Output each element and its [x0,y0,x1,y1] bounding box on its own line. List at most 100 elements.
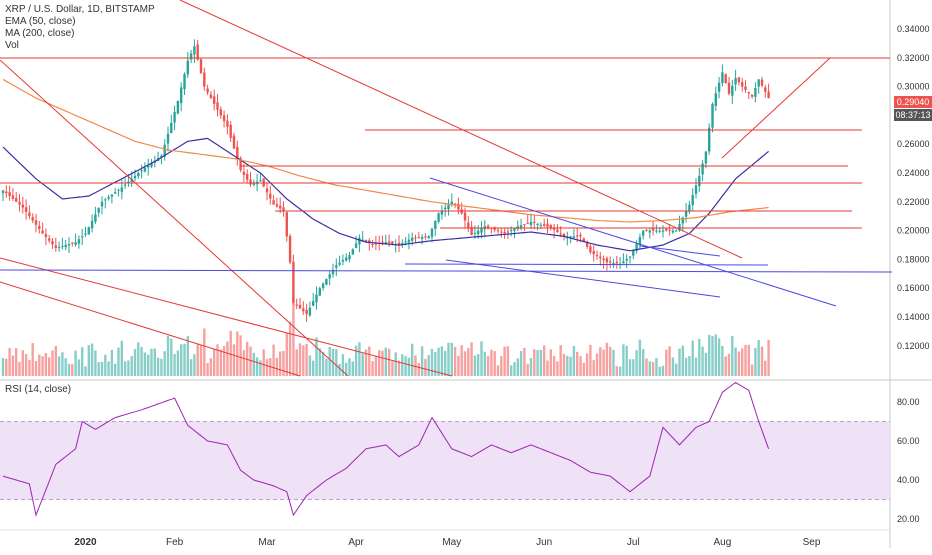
candle-body [513,228,516,231]
volume-bar [618,366,622,376]
countdown-badge: 08:37:13 [894,109,932,121]
vol-legend[interactable]: Vol [5,40,19,51]
price-tick-label: 0.30000 [897,82,930,92]
volume-bar [100,361,104,376]
volume-bar [467,348,470,376]
volume-bar [694,357,698,376]
candle-body [645,230,648,232]
candle-body [612,263,615,265]
candle-body [206,88,209,93]
month-label: 2020 [74,537,97,548]
candle-body [229,124,232,138]
volume-bar [348,358,351,376]
volume-bar [635,350,638,376]
month-label: Mar [258,537,276,548]
price-tick-label: 0.12000 [897,341,930,351]
candle-body [552,228,556,230]
symbol-title[interactable]: XRP / U.S. Dollar, 1D, BITSTAMP [5,4,155,15]
candle-body [28,212,31,217]
volume-bar [252,352,255,376]
volume-bar [562,353,566,376]
volume-bar [592,360,595,376]
ema-legend[interactable]: EMA (50, close) [5,16,76,27]
ma-legend[interactable]: MA (200, close) [5,28,75,39]
candle-body [417,236,420,238]
candle-body [41,230,44,234]
candle-body [84,233,87,235]
candle-body [404,241,407,243]
candle-body [371,243,374,245]
volume-bar [734,347,737,376]
candle-body [434,221,437,229]
candle-body [638,237,642,246]
candle-body [21,204,24,208]
candle-body [655,230,658,232]
candle-body [11,195,15,199]
candle-body [358,237,361,245]
volume-bar [94,350,97,376]
candle-body [222,115,226,122]
candle-body [351,249,354,255]
volume-bar [523,347,526,376]
candle-body [374,243,378,245]
candle-body [724,74,727,83]
candle-body [671,230,675,233]
candle-body [549,225,552,228]
drawn-trend-line [0,269,893,273]
volume-bar [622,344,625,376]
volume-bar [569,356,572,376]
volume-bar [199,344,203,376]
candle-body [186,60,189,75]
volume-bar [549,349,552,376]
candle-body [401,243,404,245]
volume-bar [453,346,457,376]
volume-bar [757,339,760,376]
volume-bar [658,366,661,376]
rsi-legend: RSI (14, close) [5,384,71,396]
volume-bar [156,357,160,376]
volume-bar [265,359,269,376]
candle-body [213,96,216,104]
volume-bar [615,366,618,376]
candle-body [74,242,77,245]
candle-body [529,221,533,226]
volume-bar [599,347,602,376]
candle-body [444,207,447,210]
volume-bar [414,355,417,376]
volume-bar [229,330,232,376]
candle-body [209,94,213,99]
drawn-trend-line [0,59,349,377]
volume-bar [183,343,186,376]
candle-body [38,225,41,230]
rsi-label[interactable]: RSI (14, close) [5,384,72,395]
volume-bar [325,358,328,376]
month-label: May [442,537,461,548]
candle-body [526,222,529,224]
candle-body [147,165,150,168]
volume-bar [97,362,100,376]
volume-bar [632,359,635,376]
price-tick-label: 0.18000 [897,254,930,264]
candle-body [180,87,183,104]
volume-bar [731,336,734,376]
candle-body [407,239,411,243]
volume-bar [364,349,368,376]
volume-bar [543,345,546,376]
candle-body [757,79,760,87]
candle-body [130,178,133,183]
candle-body [262,178,265,187]
candle-body [285,212,288,237]
volume-bar [193,354,196,376]
volume-bar [176,350,180,376]
candle-body [688,204,691,212]
candle-body [242,171,246,175]
volume-bar [361,353,364,376]
volume-bar [698,338,701,376]
candle-body [137,173,140,177]
volume-bar [750,364,754,376]
candle-body [100,201,104,207]
volume-bar [480,341,483,376]
candle-body [701,163,704,175]
